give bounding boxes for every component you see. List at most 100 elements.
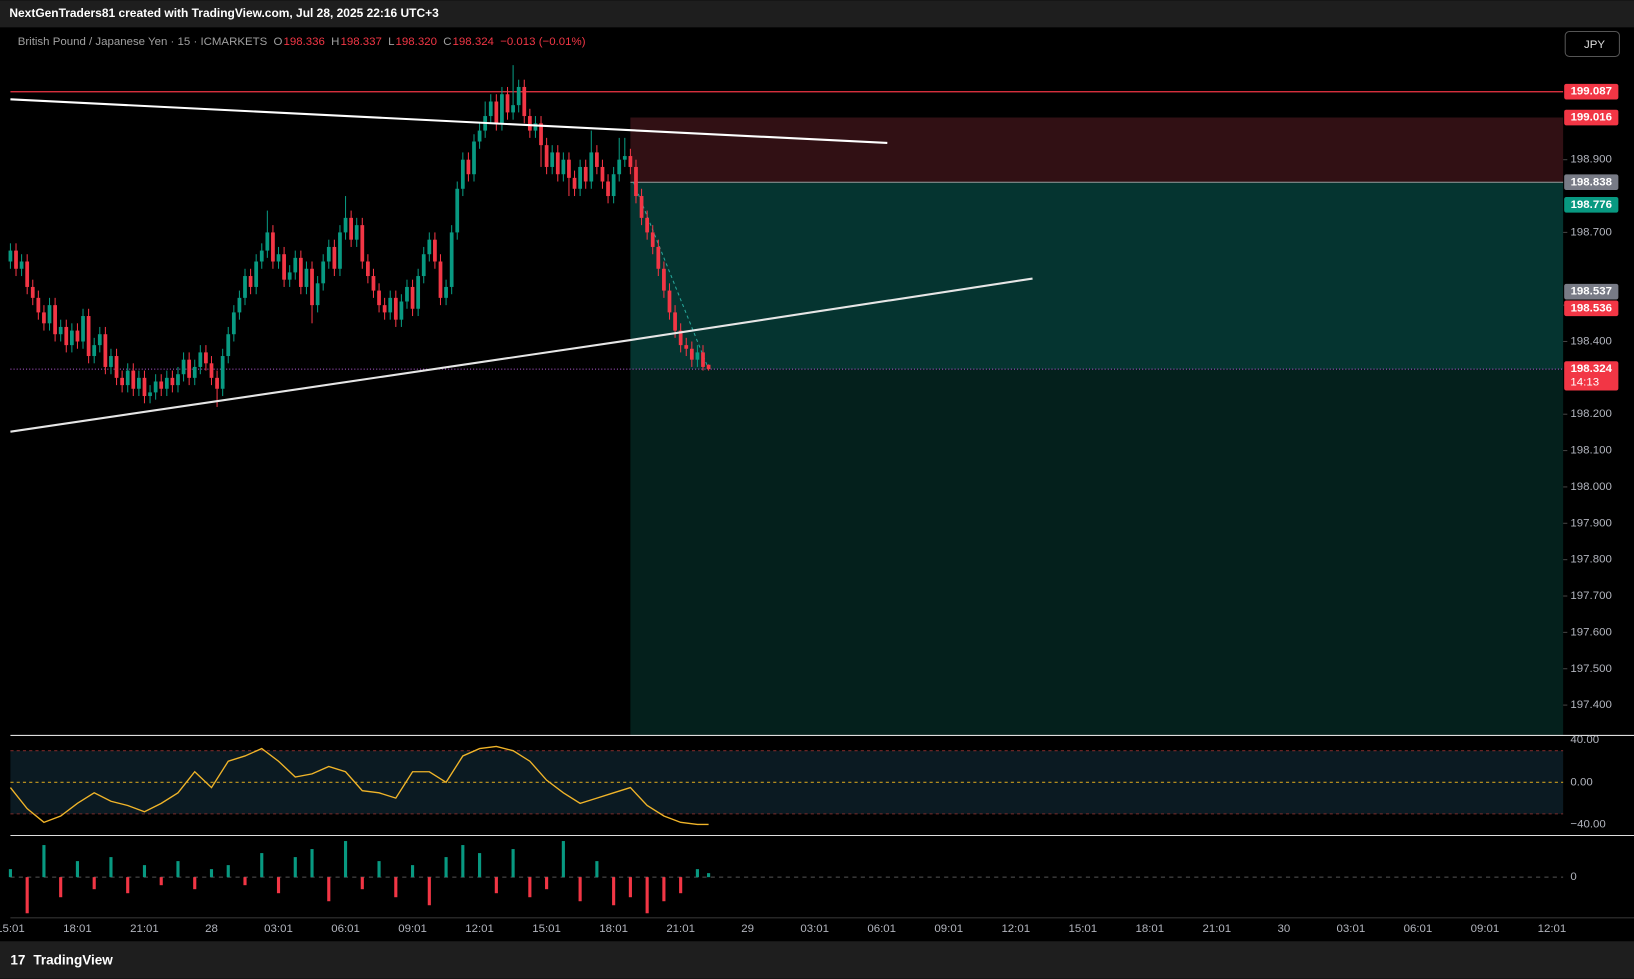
candle-body	[533, 123, 538, 131]
candle-body	[449, 232, 454, 287]
x-tick-label: 06:01	[331, 923, 360, 935]
candle-body	[494, 101, 499, 124]
candle-body	[282, 254, 286, 280]
currency-button[interactable]	[1564, 30, 1620, 58]
candle-body	[511, 105, 515, 113]
histogram-bar	[176, 861, 180, 878]
y-tick-label: 197.700	[1570, 590, 1611, 602]
candle-body	[42, 312, 46, 324]
candle-body	[550, 152, 555, 167]
legend-label: H	[331, 36, 339, 48]
price-label-box	[1564, 83, 1619, 100]
candle-body	[30, 286, 35, 298]
candle-body	[103, 334, 108, 367]
candle-body	[578, 166, 582, 189]
brand-icon: 17	[10, 953, 25, 968]
candle-body	[466, 159, 471, 175]
y-tick-label: 197.400	[1570, 699, 1611, 711]
candle-body	[47, 305, 52, 324]
histogram-bar	[444, 857, 448, 878]
histogram-bar	[193, 877, 197, 890]
candle-body	[639, 196, 644, 218]
candle-body	[75, 330, 80, 342]
y-tick-label: 197.800	[1570, 554, 1611, 566]
candle-body	[97, 334, 102, 346]
candle-body	[354, 225, 359, 240]
histogram-bar	[695, 869, 699, 878]
x-tick-label: 15:01	[532, 923, 561, 935]
y-tick-label: 198.400	[1570, 336, 1611, 348]
price-label-box	[1564, 174, 1619, 191]
candle-body	[634, 166, 638, 197]
histogram-bar	[494, 877, 498, 894]
histogram-bar	[260, 853, 264, 878]
header-bar	[0, 0, 1634, 28]
candle-body	[92, 345, 97, 357]
candle-body	[505, 94, 510, 113]
y-tick-label: 198.100	[1570, 445, 1611, 457]
candle-body	[628, 156, 633, 167]
currency[interactable]: JPY	[1584, 39, 1605, 51]
price-label: 198.838	[1571, 176, 1613, 188]
candle-body	[656, 246, 661, 269]
candle-body	[416, 276, 421, 309]
candle-body	[600, 166, 605, 182]
candle-body	[455, 188, 460, 233]
histogram-bar	[528, 877, 532, 898]
candle-body	[137, 377, 141, 389]
histogram-bar	[360, 877, 364, 890]
x-tick-label: 03:01	[264, 923, 293, 935]
histogram-bar	[461, 845, 465, 878]
candle-body	[131, 370, 136, 389]
candle-body	[606, 181, 610, 197]
histogram-bar	[142, 865, 147, 878]
histogram-bar	[561, 841, 565, 878]
y-tick-label: 198.900	[1570, 154, 1611, 166]
candle-body	[343, 217, 348, 233]
price-label: 198.536	[1571, 302, 1612, 314]
histogram-bar	[595, 861, 599, 878]
candle-body	[321, 261, 326, 284]
candle-body	[220, 356, 225, 389]
candle-body	[231, 312, 236, 335]
candle-body	[477, 130, 482, 142]
candle-body	[410, 286, 415, 309]
candle-body	[265, 232, 270, 251]
x-tick-label: 06:01	[867, 923, 896, 935]
candle-body	[181, 359, 186, 375]
candle-body	[315, 283, 320, 306]
candle-body	[114, 356, 119, 378]
candle-body	[382, 305, 387, 313]
candle-body	[248, 276, 253, 287]
x-tick-label: 21:01	[130, 923, 159, 935]
candle-body	[444, 286, 448, 298]
y-tick-label: 197.600	[1570, 626, 1611, 638]
brand: TradingView	[33, 953, 113, 968]
histogram-bar	[92, 877, 96, 890]
candle-body	[650, 232, 655, 247]
candle-body	[215, 377, 219, 389]
histogram-bar	[478, 853, 482, 878]
candle-body	[148, 392, 152, 397]
candle-body	[388, 297, 393, 313]
histogram-bar	[427, 877, 431, 906]
candle-body	[662, 268, 666, 291]
y-tick-label: 197.900	[1570, 517, 1611, 529]
candle-body	[81, 316, 85, 342]
target-zone	[630, 182, 1564, 370]
candle-body	[209, 363, 214, 378]
legend-label: L	[388, 36, 394, 48]
candle-body	[421, 254, 426, 277]
x-tick-label: 29	[741, 923, 754, 935]
candle-body	[326, 246, 331, 262]
y-tick-label: 197.500	[1570, 663, 1611, 675]
y-tick-label: 198.200	[1570, 408, 1611, 420]
candle-body	[527, 116, 532, 131]
price-label: 198.776	[1571, 199, 1612, 211]
oscillator-tick-label: 0.00	[1570, 776, 1592, 788]
candle-body	[69, 330, 74, 346]
x-tick-label: 21:01	[666, 923, 695, 935]
candle-body	[332, 246, 337, 269]
candle-body	[405, 286, 409, 302]
